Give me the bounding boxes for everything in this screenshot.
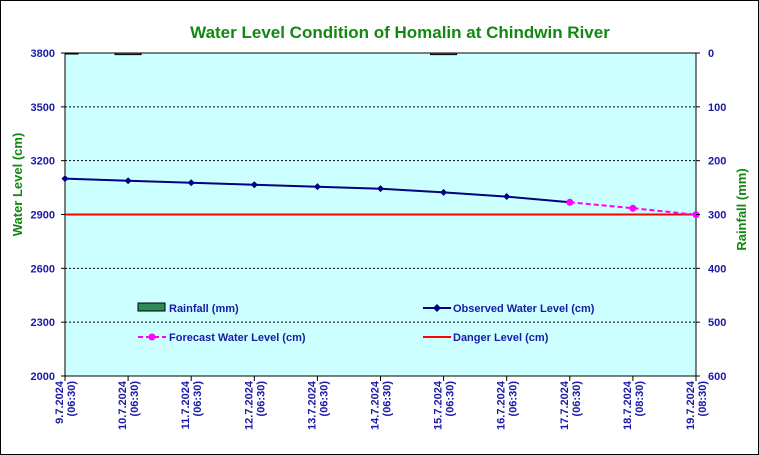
y2-axis-title: Rainfall (mm) (734, 168, 749, 250)
x-tick-label-date: 17.7.2024 (559, 380, 571, 430)
y2-tick-label: 300 (708, 210, 726, 222)
x-tick-label-time: (06:30) (318, 381, 330, 417)
x-tick-label-date: 10.7.2024 (117, 380, 129, 430)
y-tick-label: 2300 (31, 317, 55, 329)
x-tick-label-date: 13.7.2024 (306, 380, 318, 430)
observed-point (61, 175, 69, 183)
y2-tick-label: 100 (708, 102, 726, 114)
x-tick-label-time: (06:30) (255, 381, 267, 417)
axes: 3800 0 3500 100 3200 200 2900 300 2600 400 2300 500… (31, 48, 727, 430)
y-tick-label: 2000 (31, 371, 55, 383)
x-tick-label-date: 15.7.2024 (433, 380, 445, 430)
legend-danger-label: Danger Level (cm) (453, 332, 549, 344)
y-tick-label: 3200 (31, 156, 55, 168)
x-tick-label-date: 16.7.2024 (496, 380, 508, 430)
observed-point (250, 181, 258, 189)
rainfall-bar (114, 52, 142, 56)
x-tick-label-time: (06:30) (192, 381, 204, 417)
chart-title: Water Level Condition of Homalin at Chin… (190, 23, 610, 42)
x-tick-label-date: 11.7.2024 (180, 380, 192, 429)
x-tick-label-time: (06:30) (571, 381, 583, 417)
legend-forecast-marker (148, 333, 156, 341)
y2-tick-label: 500 (708, 317, 726, 329)
observed-point (377, 185, 384, 193)
x-tick-label-time: (06:30) (508, 381, 520, 417)
observed-point (124, 177, 132, 185)
x-tick-label-time: (06:30) (382, 381, 394, 417)
legend-observed-label: Observed Water Level (cm) (453, 303, 595, 315)
x-tick-label-time: (08:30) (697, 381, 709, 417)
legend-rainfall-swatch (137, 302, 166, 312)
x-tick-label-date: 19.7.2024 (685, 380, 697, 430)
y-tick-label: 2900 (31, 210, 55, 222)
x-tick-label-time: (06:30) (66, 381, 78, 417)
y-tick-label: 2600 (31, 263, 55, 275)
x-tick-label-time: (08:30) (634, 381, 646, 417)
y2-tick-label: 600 (708, 371, 726, 383)
water-level-lines (61, 175, 700, 219)
y-axis-title: Water Level (cm) (10, 133, 25, 237)
y2-tick-label: 400 (708, 263, 726, 275)
legend-observed-marker (433, 304, 441, 312)
y2-tick-label: 200 (708, 156, 726, 168)
observed-point (503, 193, 511, 201)
rainfall-bar (64, 52, 79, 55)
x-tick-label-date: 12.7.2024 (243, 380, 255, 430)
y-tick-label: 3800 (31, 48, 55, 60)
forecast-point (629, 204, 637, 212)
observed-point (313, 183, 321, 191)
rainfall-bar (430, 52, 458, 56)
observed-point (440, 188, 448, 196)
x-tick-label-date: 14.7.2024 (370, 380, 382, 430)
x-tick-label-time: (06:30) (129, 381, 141, 417)
legend-rainfall-label: Rainfall (mm) (169, 303, 239, 315)
observed-point (187, 179, 195, 187)
forecast-point (566, 198, 574, 206)
y-tick-label: 3500 (31, 102, 55, 114)
legend-forecast-label: Forecast Water Level (cm) (169, 332, 306, 344)
x-tick-label-date: 18.7.2024 (622, 380, 634, 430)
y2-tick-label: 0 (708, 48, 714, 60)
x-tick-label-time: (06:30) (445, 381, 457, 417)
x-tick-label-date: 9.7.2024 (54, 380, 66, 424)
forecast-water-level-line (569, 201, 697, 216)
legend: Rainfall (mm) Observed Water Level (cm) … (137, 302, 595, 344)
